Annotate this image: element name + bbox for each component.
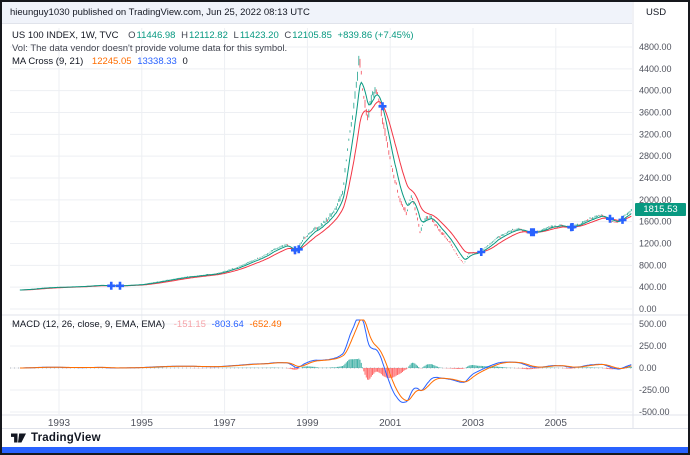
ma-fast-line bbox=[20, 81, 632, 291]
macd-tick-label: 500.00 bbox=[639, 319, 667, 329]
price-tick-label: 2800.00 bbox=[639, 151, 672, 161]
publish-bar: hieunguy1030 published on TradingView.co… bbox=[2, 2, 632, 24]
year-tick-label: 2003 bbox=[462, 418, 485, 429]
symbol-legend[interactable]: US 100 INDEX, 1W, TVC O11446.98 H12112.8… bbox=[12, 30, 417, 41]
macd-tick-label: 250.00 bbox=[639, 341, 667, 351]
year-tick-label: 2005 bbox=[545, 418, 568, 429]
volume-note-text: Vol: The data vendor doesn't provide vol… bbox=[12, 43, 288, 54]
macd-tick-label: -250.00 bbox=[639, 385, 670, 395]
price-tick-label: 2000.00 bbox=[639, 195, 672, 205]
low-value: 11423.20 bbox=[239, 30, 279, 41]
macd-label: MACD (12, 26, close, 9, EMA, EMA) bbox=[12, 319, 166, 330]
bottom-window-strip bbox=[2, 447, 688, 453]
year-tick-label: 1993 bbox=[48, 418, 71, 429]
ma-slow-line bbox=[20, 101, 632, 291]
macd-legend[interactable]: MACD (12, 26, close, 9, EMA, EMA) -151.1… bbox=[12, 319, 285, 330]
macd-tick-label: -500.00 bbox=[639, 407, 670, 417]
macd-tick-label: 0.00 bbox=[639, 363, 657, 373]
year-tick-label: 1995 bbox=[131, 418, 154, 429]
ma-cross-marker-icon bbox=[529, 228, 538, 237]
price-tick-label: 0.00 bbox=[639, 304, 657, 314]
ma-cross-marker-icon bbox=[107, 281, 116, 290]
ma-cross-marker-icon bbox=[294, 245, 303, 254]
open-value: 11446.98 bbox=[136, 30, 176, 41]
price-tick-label: 4000.00 bbox=[639, 86, 672, 96]
ma-cross-marker-icon bbox=[606, 214, 614, 223]
price-tick-label: 1600.00 bbox=[639, 217, 672, 227]
currency-axis-label: USD bbox=[646, 7, 667, 18]
low-label: L bbox=[233, 30, 239, 41]
price-tick-label: 1200.00 bbox=[639, 239, 672, 249]
tradingview-brand-text: TradingView bbox=[31, 432, 101, 444]
footer-bar: TradingView bbox=[2, 428, 688, 447]
high-label: H bbox=[181, 30, 188, 41]
ma-cross-label: MA Cross (9, 21) bbox=[12, 56, 84, 67]
price-bars-down bbox=[48, 58, 618, 288]
year-tick-label: 1997 bbox=[213, 418, 236, 429]
ma-cross-legend[interactable]: MA Cross (9, 21) 12245.05 13338.33 0 bbox=[12, 56, 191, 67]
price-tick-label: 3600.00 bbox=[639, 108, 672, 118]
close-label: C bbox=[284, 30, 292, 41]
ma-slow-value: 13338.33 bbox=[137, 56, 177, 67]
ma-cross-marker-icon bbox=[378, 102, 387, 111]
symbol-title: US 100 INDEX, 1W, TVC bbox=[12, 30, 119, 41]
price-tick-label: 400.00 bbox=[639, 282, 667, 292]
ma-cross-marker-icon bbox=[568, 223, 577, 231]
last-price-badge: 1815.53 bbox=[635, 203, 686, 216]
ma-fast-value: 12245.05 bbox=[91, 56, 132, 67]
high-value: 12112.82 bbox=[188, 30, 228, 41]
year-tick-label: 1999 bbox=[296, 418, 319, 429]
publish-text: hieunguy1030 published on TradingView.co… bbox=[10, 7, 310, 18]
ma-cross-marker-icon bbox=[116, 281, 124, 290]
ma-cross-marker-icon bbox=[618, 215, 627, 224]
ma-cross-count: 0 bbox=[182, 56, 188, 67]
price-tick-label: 800.00 bbox=[639, 260, 667, 270]
price-tick-label: 4400.00 bbox=[639, 64, 672, 74]
tradingview-logo-icon bbox=[11, 433, 26, 443]
change-value: +839.86 (+7.45%) bbox=[337, 30, 414, 41]
volume-note: Vol: The data vendor doesn't provide vol… bbox=[12, 43, 290, 54]
macd-line-value: -803.64 bbox=[211, 319, 244, 330]
close-value: 12105.85 bbox=[292, 30, 332, 41]
macd-hist-value: -151.15 bbox=[173, 319, 206, 330]
open-label: O bbox=[128, 30, 136, 41]
macd-signal-value: -652.49 bbox=[249, 319, 282, 330]
year-tick-label: 2001 bbox=[379, 418, 402, 429]
price-tick-label: 2400.00 bbox=[639, 173, 672, 183]
macd-signal-line bbox=[20, 319, 632, 401]
macd-histogram-negative bbox=[63, 368, 621, 380]
price-tick-label: 4800.00 bbox=[639, 42, 672, 52]
ma-cross-marker-icon bbox=[477, 248, 486, 256]
price-tick-label: 3200.00 bbox=[639, 129, 672, 139]
